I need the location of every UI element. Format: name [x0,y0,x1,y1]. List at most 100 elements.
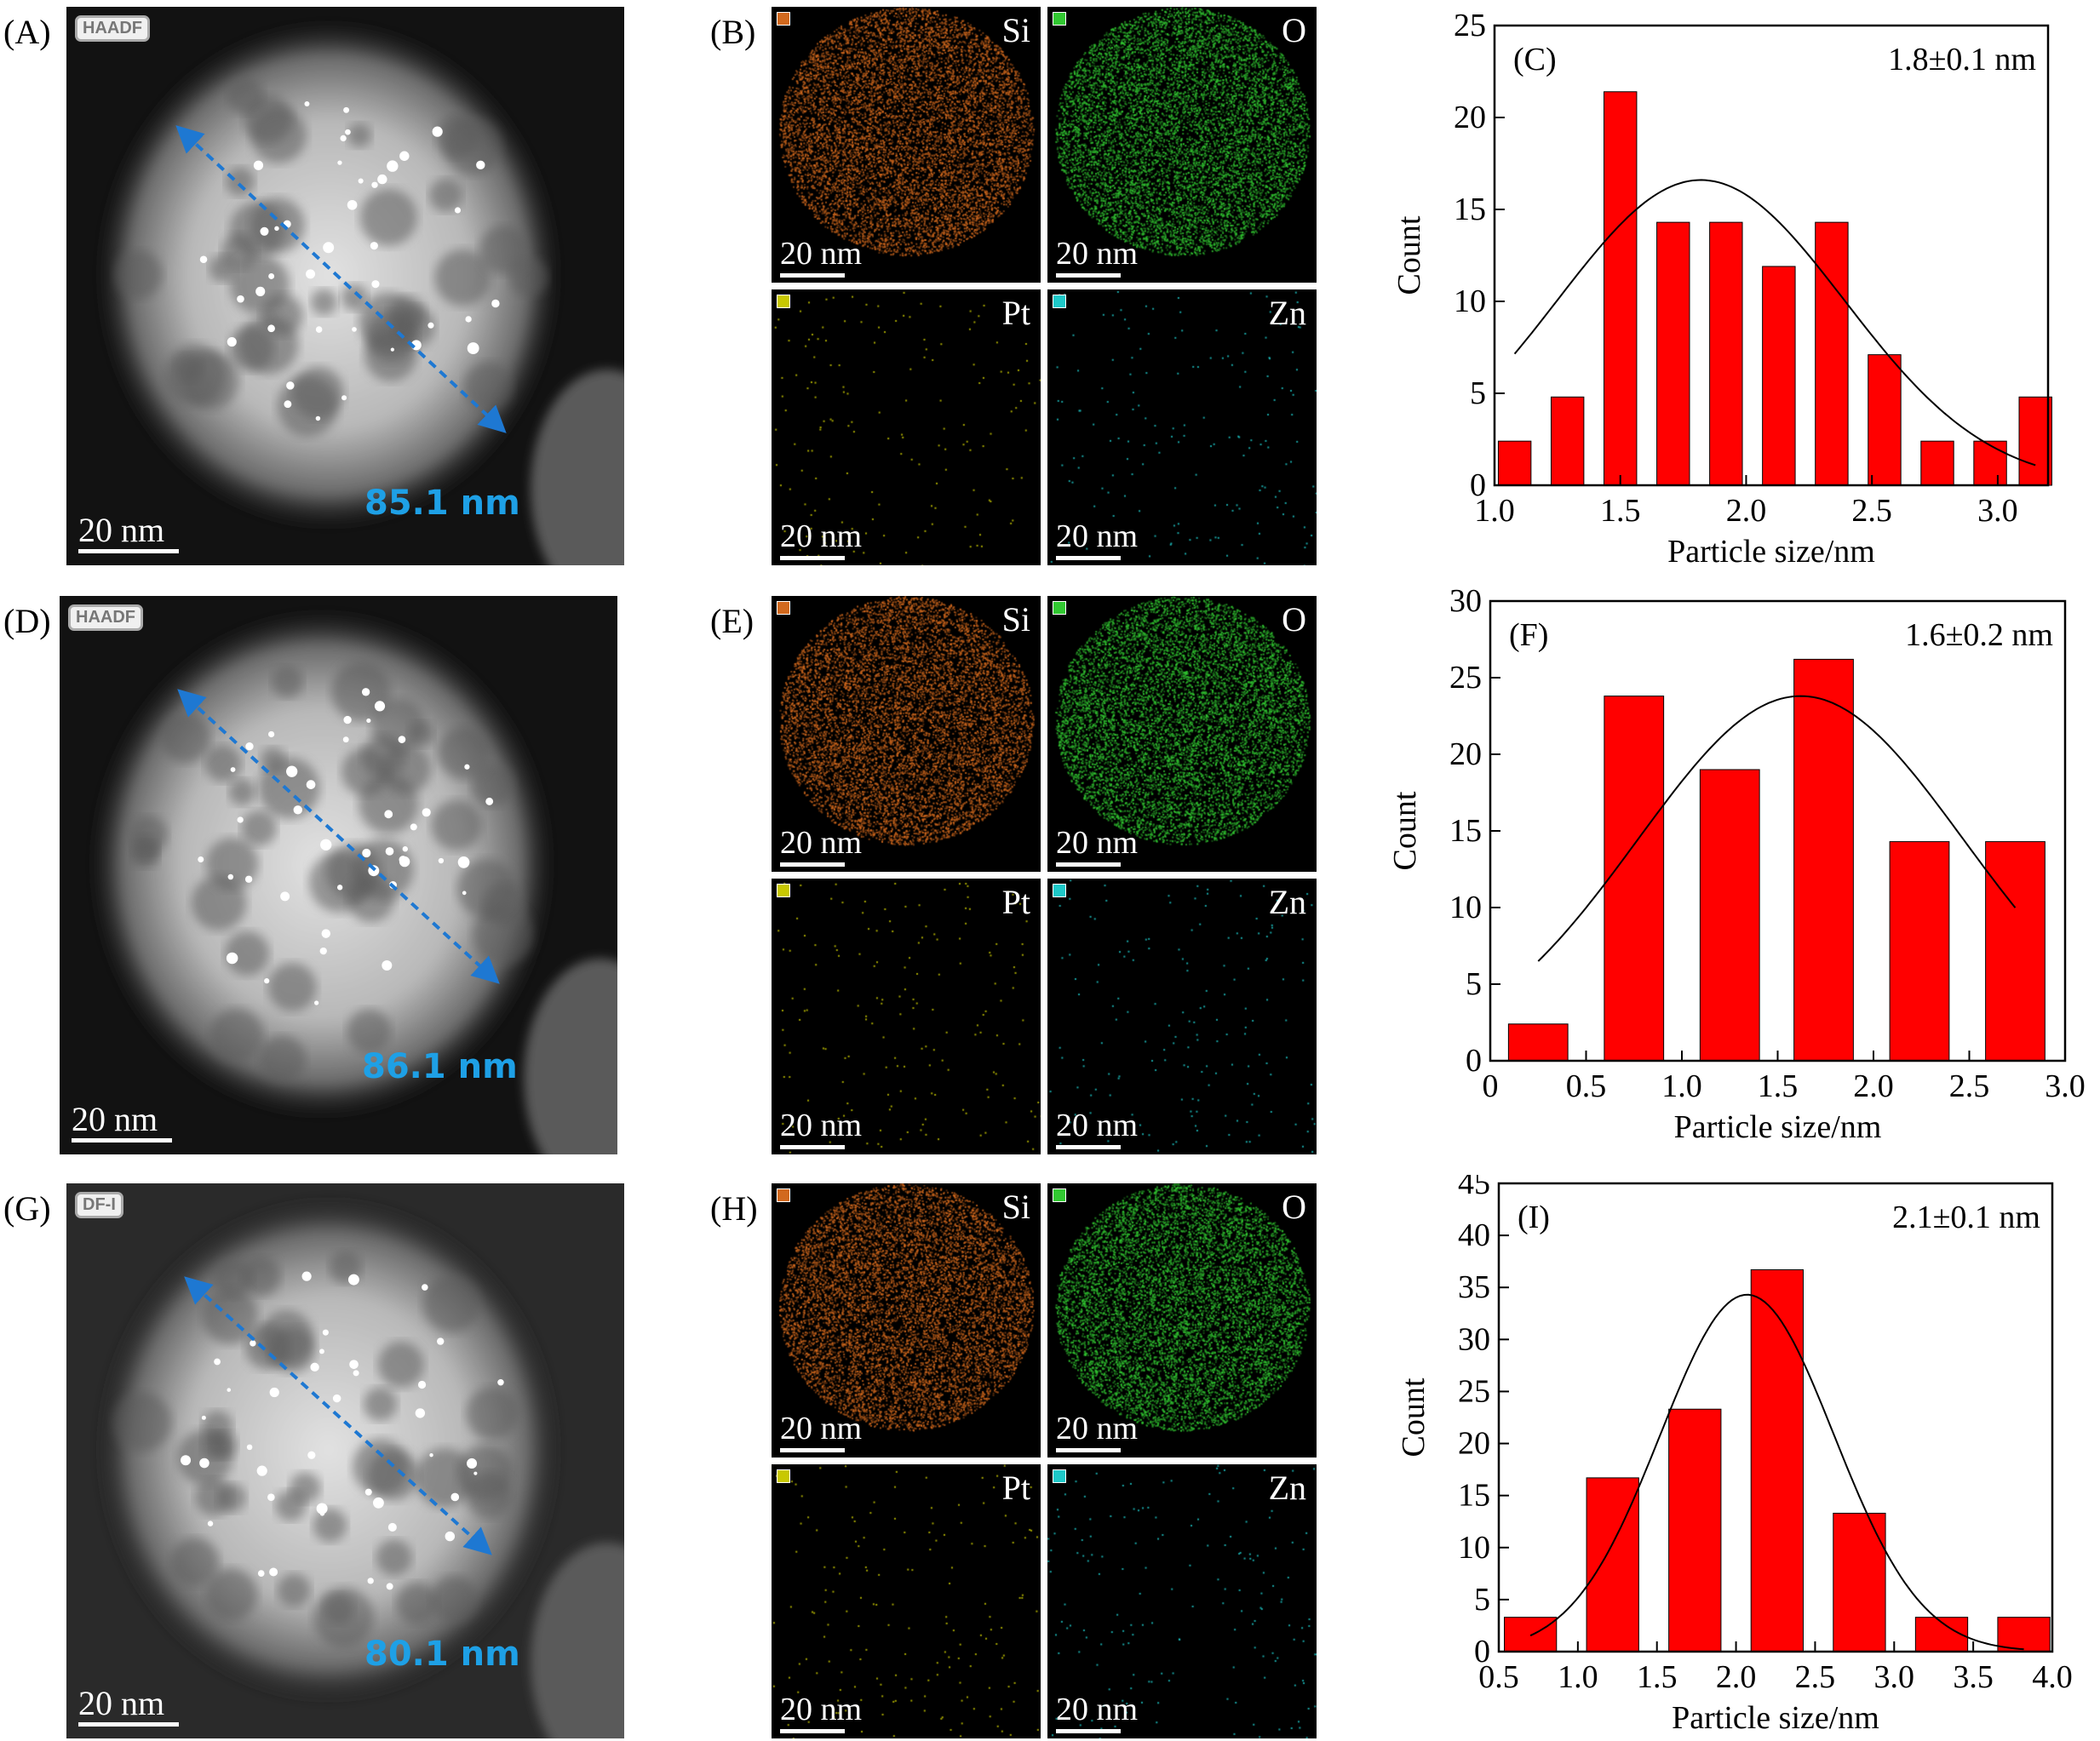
scale-bar-label: 20 nm [780,518,863,554]
histogram-bar [1604,91,1638,486]
panel-label: (D) [3,602,51,640]
eds-map-pt: Pt 20 nm [772,1464,1041,1738]
scale-bar [1056,273,1121,278]
y-tick-label: 25 [1449,660,1482,696]
histogram-bar [1750,1269,1805,1652]
eds-map-o: O 20 nm [1047,7,1317,283]
y-axis-label: Count [1391,215,1427,295]
eds-map-zn: Zn 20 nm [1047,1464,1317,1738]
element-label: Zn [1268,294,1306,332]
x-tick-label: 3.0 [2045,1068,2086,1104]
eds-map-pt: Pt 20 nm [772,289,1041,565]
x-tick-label: 1.0 [1661,1068,1702,1104]
x-tick-label: 1.5 [1600,493,1641,529]
y-tick-label: 15 [1449,813,1482,849]
element-color-chip [1053,12,1066,26]
histogram-bar [1973,440,2007,486]
y-tick-label: 15 [1454,192,1486,227]
histogram-bar [1550,396,1585,486]
eds-map-signal [772,289,1041,565]
x-tick-label: 1.5 [1758,1068,1799,1104]
element-color-chip [777,12,790,26]
scale-bar [1056,862,1121,867]
y-tick-label: 30 [1449,587,1482,619]
panel-label: (C) [1513,42,1557,77]
x-tick-label: 2.5 [1949,1068,1990,1104]
scale-bar-label: 20 nm [780,1411,863,1446]
eds-map-signal [772,7,1041,283]
element-color-chip [777,601,790,615]
eds-map-signal [772,596,1041,872]
histogram-bar [1762,266,1796,486]
plot-frame [1497,1182,2054,1653]
y-tick-label: 20 [1458,1426,1490,1462]
histogram-bar [1507,1023,1569,1062]
y-tick-label: 25 [1458,1373,1490,1409]
eds-map-signal [1047,596,1317,872]
eds-map-signal [1047,879,1317,1154]
element-label: Zn [1268,1469,1306,1507]
y-tick-label: 0 [1474,1634,1490,1669]
eds-map-zn: Zn 20 nm [1047,879,1317,1154]
panel-label: (B) [710,13,756,51]
element-color-chip [1053,1188,1066,1202]
stem-image: DF-I 80.1 nm 20 nm [66,1183,624,1738]
eds-map-signal [772,1464,1041,1738]
x-tick-label: 1.0 [1474,493,1515,529]
x-tick-label: 2.5 [1795,1659,1836,1695]
element-color-chip [777,1469,790,1483]
mean-size-annotation: 1.8±0.1 nm [1888,42,2036,77]
scale-bar-label: 20 nm [780,825,863,861]
eds-map-pt: Pt 20 nm [772,879,1041,1154]
histogram-svg: 0 0.5 1.0 1.5 2.0 2.5 3.0 0 5 10 15 20 25 30 Particle … [1387,583,2086,1145]
eds-map-signal [1047,1183,1317,1458]
mean-size-annotation: 2.1±0.1 nm [1892,1200,2040,1235]
x-tick-label: 2.0 [1853,1068,1894,1104]
histogram-bar [1668,1408,1722,1652]
y-tick-label: 5 [1474,1582,1490,1618]
scale-bar-label: 20 nm [1056,518,1139,554]
x-axis-label: Particle size/nm [1674,1109,1882,1145]
element-color-chip [777,295,790,308]
element-label: O [1282,11,1306,49]
stem-particle-picture [66,1183,624,1738]
eds-map-signal [772,1183,1041,1458]
eds-map-si: Si 20 nm [772,596,1041,872]
element-label: Si [1001,1188,1030,1226]
x-tick-label: 4.0 [2032,1659,2073,1695]
scale-bar [1056,1448,1121,1452]
y-tick-label: 0 [1470,467,1486,503]
element-label: O [1282,1188,1306,1226]
element-color-chip [777,1188,790,1202]
x-tick-label: 0.5 [1478,1659,1519,1695]
scale-bar-label: 20 nm [780,236,863,272]
gaussian-fit-curve [1537,695,2017,962]
x-tick-label: 0 [1483,1068,1499,1104]
panel-label: (E) [710,602,755,640]
element-label: Zn [1268,883,1306,921]
measurement-arrow [177,689,500,984]
histogram-chart: 0 0.5 1.0 1.5 2.0 2.5 3.0 0 5 10 15 20 25 30 Particle … [1363,583,2100,1179]
x-tick-label: 3.5 [1953,1659,1994,1695]
eds-map-zn: Zn 20 nm [1047,289,1317,565]
scale-bar [72,1138,172,1143]
panel-label: (G) [3,1189,51,1228]
detector-tag: HAADF [75,15,150,42]
y-tick-label: 35 [1458,1269,1490,1305]
x-tick-label: 2.5 [1851,493,1892,529]
histogram-bar [1793,658,1854,1062]
x-tick-label: 1.5 [1637,1659,1678,1695]
x-tick-label: 3.0 [1977,493,2018,529]
stem-image: HAADF 86.1 nm 20 nm [60,596,617,1154]
y-tick-label: 30 [1458,1321,1490,1357]
element-color-chip [1053,295,1066,308]
scale-bar-label: 20 nm [780,1692,863,1727]
scale-bar-label: 20 nm [1056,236,1139,272]
scale-bar [78,549,179,553]
element-color-chip [777,884,790,897]
y-axis-label: Count [1387,791,1423,870]
histogram-bar [1889,841,1950,1062]
histogram-bar [1920,440,1954,486]
scale-bar [1056,556,1121,560]
scale-bar [780,273,845,278]
